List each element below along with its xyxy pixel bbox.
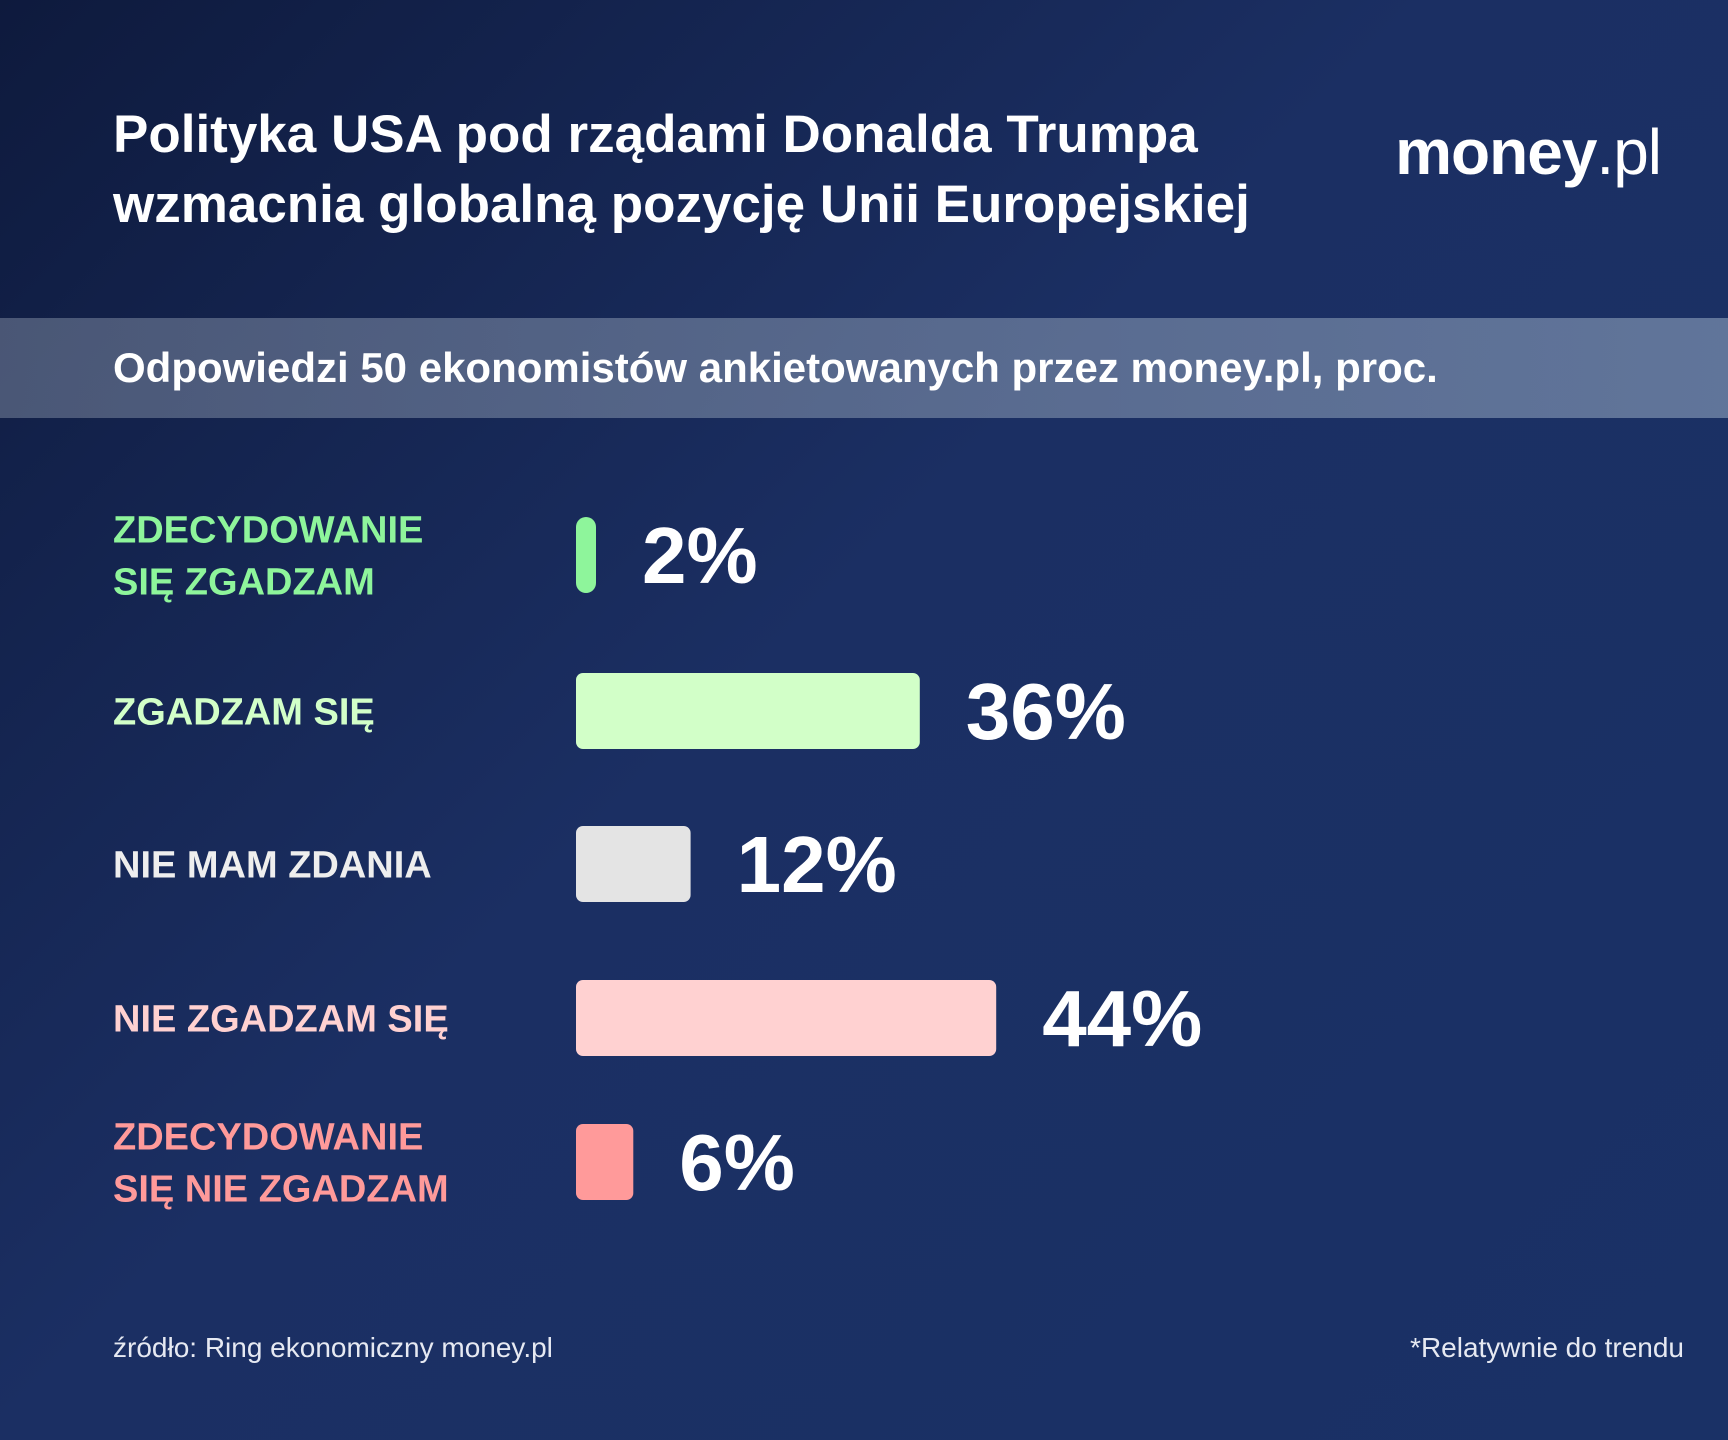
chart-title: Polityka USA pod rządami Donalda Trumpa … — [113, 100, 1313, 240]
logo-text-light: .pl — [1596, 116, 1662, 188]
category-label-line: SIĘ NIE ZGADZAM — [113, 1169, 449, 1211]
category-label: ZGADZAM SIĘ — [113, 692, 375, 734]
category-label: NIE ZGADZAM SIĘ — [113, 999, 449, 1041]
money-pl-logo: money.pl — [1395, 115, 1662, 189]
category-label-line: ZDECYDOWANIE — [113, 1117, 423, 1159]
title-line-2: wzmacnia globalną pozycję Unii Europejsk… — [113, 175, 1250, 234]
chart-subtitle: Odpowiedzi 50 ekonomistów ankietowanych … — [113, 344, 1438, 391]
category-label: ZDECYDOWANIE SIĘ ZGADZAM — [113, 510, 423, 604]
footnote: *Relatywnie do trendu — [1410, 1332, 1684, 1363]
bar — [576, 1124, 634, 1200]
bar — [576, 980, 997, 1056]
category-label-line: NIE ZGADZAM SIĘ — [113, 999, 449, 1041]
category-label: NIE MAM ZDANIA — [113, 845, 432, 887]
subtitle-band: Odpowiedzi 50 ekonomistów ankietowanych … — [0, 318, 1728, 418]
logo-text-bold: money — [1395, 116, 1597, 188]
category-label-line: ZGADZAM SIĘ — [113, 692, 375, 734]
value-label: 6% — [679, 1118, 795, 1207]
value-label: 12% — [737, 820, 897, 909]
bar — [576, 517, 596, 593]
source-note: źródło: Ring ekonomiczny money.pl — [113, 1332, 553, 1363]
value-label: 2% — [642, 511, 758, 600]
value-label: 44% — [1042, 974, 1202, 1063]
value-label: 36% — [966, 667, 1126, 756]
bar — [576, 673, 920, 749]
category-label-line: SIĘ ZGADZAM — [113, 562, 375, 604]
category-label-line: NIE MAM ZDANIA — [113, 845, 432, 887]
category-label-line: ZDECYDOWANIE — [113, 510, 423, 552]
category-label: ZDECYDOWANIE SIĘ NIE ZGADZAM — [113, 1117, 449, 1211]
bar — [576, 826, 691, 902]
title-line-1: Polityka USA pod rządami Donalda Trumpa — [113, 105, 1198, 164]
